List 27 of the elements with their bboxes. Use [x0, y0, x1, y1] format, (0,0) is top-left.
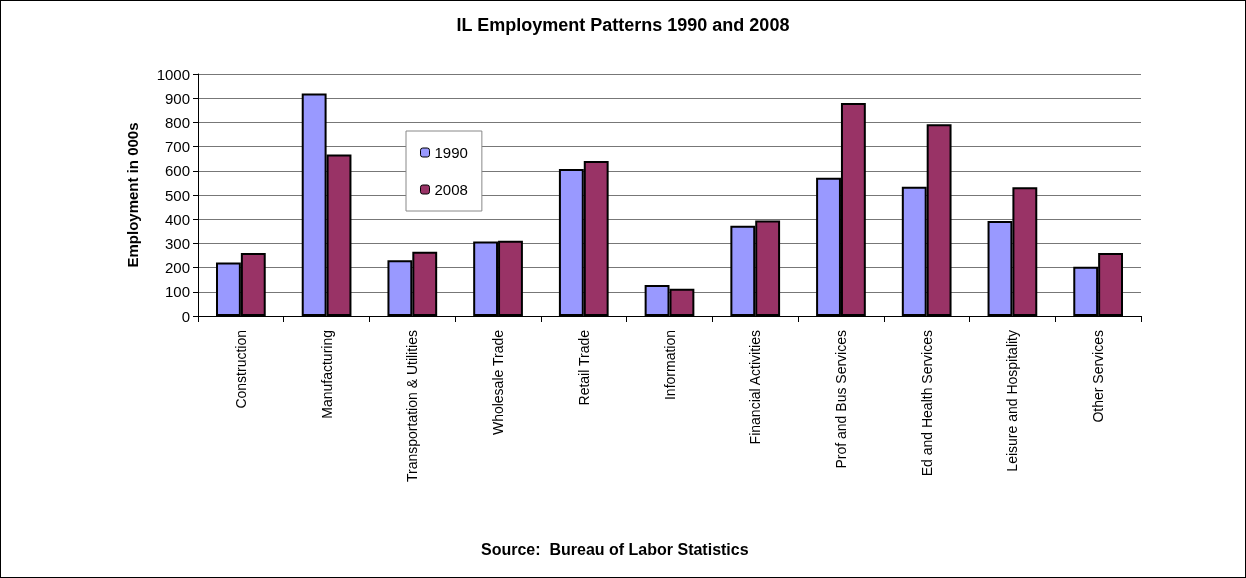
legend-label: 1990 [434, 144, 468, 161]
x-tick-label: Prof and Bus Services [832, 330, 849, 469]
y-axis-title: Employment in 000s [124, 122, 141, 268]
y-tick-label: 900 [164, 89, 190, 107]
y-tick-label: 200 [164, 259, 190, 277]
y-tick-label: 400 [164, 210, 190, 228]
source-note: Source: Bureau of Labor Statistics [481, 540, 749, 558]
y-tick-label: 800 [164, 113, 190, 131]
x-tick-label: Financial Activities [747, 330, 764, 445]
y-tick-label: 500 [164, 186, 190, 204]
x-tick-label: Ed and Health Services [918, 330, 935, 477]
y-tick-label: 100 [164, 283, 190, 301]
x-tick-label: Leisure and Hospitality [1004, 330, 1021, 472]
y-tick-label: 0 [181, 307, 190, 325]
x-tick-label: Other Services [1090, 330, 1107, 423]
x-tick-label: Information [661, 330, 678, 401]
legend-label: 2008 [434, 181, 468, 198]
chart-title: IL Employment Patterns 1990 and 2008 [456, 15, 790, 35]
x-tick-label: Retail Trade [575, 329, 592, 406]
x-tick-label: Construction [232, 330, 249, 409]
y-tick-label: 600 [164, 162, 190, 180]
y-tick-label: 700 [164, 138, 190, 156]
x-tick-label: Transportation & Utilities [404, 330, 421, 482]
y-tick-label: 300 [164, 234, 190, 252]
x-tick-label: Wholesale Trade [490, 329, 507, 436]
y-tick-label: 1000 [156, 65, 190, 83]
x-tick-label: Manufacturing [318, 330, 335, 419]
